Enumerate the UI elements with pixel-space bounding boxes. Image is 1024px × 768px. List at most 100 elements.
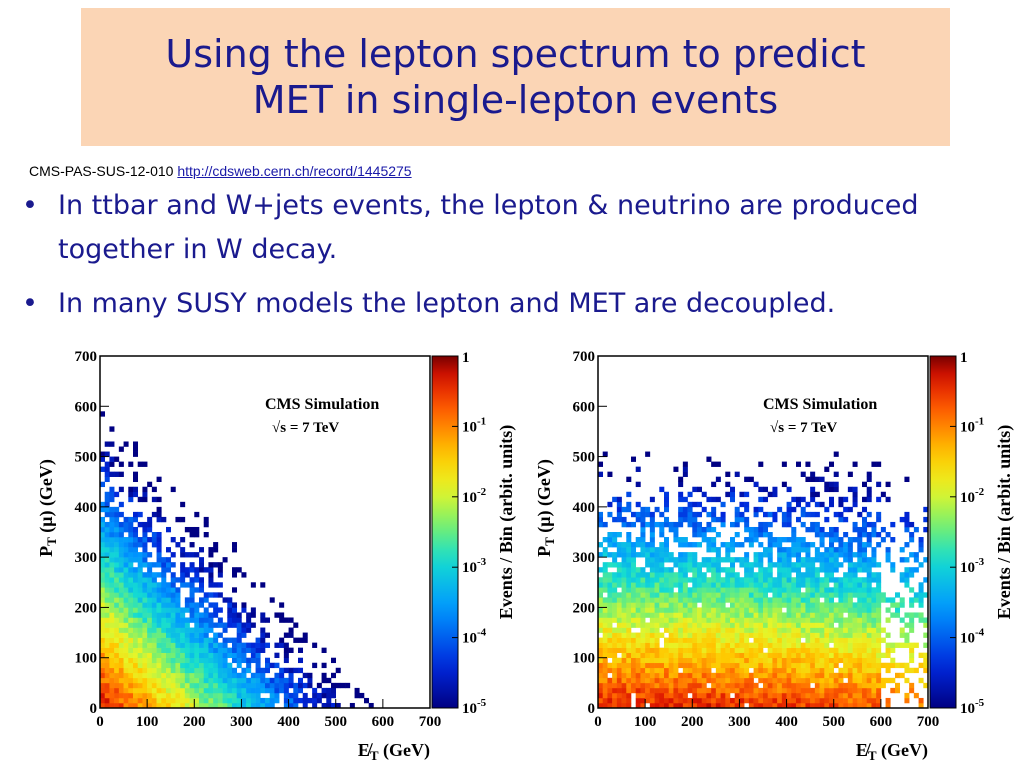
heatmap-cell <box>810 567 816 573</box>
heatmap-cell <box>170 572 176 578</box>
heatmap-cell <box>744 662 750 669</box>
heatmap-cell <box>166 702 172 709</box>
heatmap-cell <box>114 647 120 653</box>
heatmap-cell <box>814 582 820 588</box>
heatmap-cell <box>838 642 844 648</box>
heatmap-cell <box>800 692 806 699</box>
heatmap-cell <box>664 491 670 498</box>
heatmap-cell <box>829 567 835 573</box>
heatmap-cell <box>805 637 811 643</box>
heatmap-cell <box>250 582 256 588</box>
heatmap-cell <box>626 662 632 669</box>
heatmap-cell <box>128 612 134 618</box>
heatmap-cell <box>184 652 190 659</box>
heatmap-cell <box>786 702 792 709</box>
heatmap-cell <box>838 592 844 598</box>
heatmap-cell <box>184 617 190 623</box>
heatmap-cell <box>734 597 740 603</box>
heatmap-cell <box>217 672 223 679</box>
heatmap-cell <box>645 612 651 618</box>
heatmap-cell <box>692 562 698 568</box>
heatmap-cell <box>598 637 604 643</box>
heatmap-cell <box>862 597 868 603</box>
heatmap-cell <box>843 587 849 593</box>
heatmap-cell <box>673 662 679 669</box>
heatmap-cell <box>598 662 604 669</box>
heatmap-cell <box>692 667 698 674</box>
heatmap-cell <box>763 587 769 593</box>
heatmap-cell <box>213 607 219 613</box>
heatmap-cell <box>814 662 820 669</box>
heatmap-cell <box>109 572 115 578</box>
heatmap-cell <box>621 657 627 664</box>
heatmap-cell <box>711 657 717 664</box>
heatmap-cell <box>114 572 120 578</box>
heatmap-cell <box>734 521 740 528</box>
heatmap-cell <box>241 632 247 638</box>
reference-link[interactable]: http://cdsweb.cern.ch/record/1445275 <box>177 163 412 179</box>
heatmap-cell <box>100 612 106 618</box>
heatmap-cell <box>701 607 707 613</box>
heatmap-cell <box>701 662 707 669</box>
heatmap-cell <box>283 652 289 659</box>
heatmap-cell <box>852 486 858 493</box>
heatmap-cell <box>758 567 764 573</box>
heatmap-cell <box>739 657 745 664</box>
heatmap-cell <box>715 567 721 573</box>
heatmap-cell <box>133 582 139 588</box>
heatmap-cell <box>862 697 868 704</box>
heatmap-cell <box>104 501 110 508</box>
heatmap-cell <box>161 642 167 648</box>
heatmap-cell <box>109 602 115 608</box>
heatmap-cell <box>800 592 806 598</box>
heatmap-cells <box>100 411 374 709</box>
heatmap-cell <box>302 632 308 638</box>
heatmap-cell <box>796 587 802 593</box>
heatmap-cell <box>876 496 882 503</box>
heatmap-cell <box>918 617 924 623</box>
heatmap-cell <box>621 592 627 598</box>
heatmap-cell <box>772 612 778 618</box>
heatmap-cell <box>843 552 849 558</box>
heatmap-cell <box>786 572 792 578</box>
heatmap-cell <box>687 612 693 618</box>
heatmap-cell <box>701 506 707 513</box>
heatmap-cell <box>701 697 707 704</box>
heatmap-cell <box>137 622 143 628</box>
heatmap-cell <box>161 607 167 613</box>
heatmap-cell <box>857 547 863 553</box>
heatmap-cell <box>763 687 769 694</box>
heatmap-cell <box>180 657 186 664</box>
heatmap-cell <box>857 577 863 583</box>
heatmap-cell <box>236 662 242 669</box>
heatmap-cell <box>843 662 849 669</box>
heatmap-cell <box>649 532 655 538</box>
heatmap-cell <box>316 682 322 689</box>
heatmap-cell <box>104 592 110 598</box>
color-bar <box>431 355 459 709</box>
heatmap-cell <box>824 562 830 568</box>
heatmap-cell <box>649 672 655 679</box>
heatmap-cell <box>852 577 858 583</box>
heatmap-cell <box>781 702 787 709</box>
heatmap-cell <box>151 582 157 588</box>
heatmap-cell <box>909 682 915 689</box>
heatmap-cell <box>833 592 839 598</box>
heatmap-cell <box>184 567 190 573</box>
heatmap-cell <box>621 521 627 528</box>
heatmap-cell <box>213 562 219 568</box>
heatmap-cell <box>876 667 882 674</box>
heatmap-cell <box>805 526 811 533</box>
heatmap-cell <box>649 521 655 528</box>
heatmap-cell <box>829 486 835 493</box>
heatmap-cell <box>194 577 200 583</box>
heatmap-cell <box>701 642 707 648</box>
heatmap-cell <box>668 577 674 583</box>
heatmap-cell <box>161 672 167 679</box>
heatmap-cell <box>814 577 820 583</box>
heatmap-cell <box>612 542 618 548</box>
heatmap-cell <box>876 642 882 648</box>
heatmap-cell <box>843 697 849 704</box>
heatmap-cell <box>274 642 280 648</box>
heatmap-cell <box>876 532 882 538</box>
